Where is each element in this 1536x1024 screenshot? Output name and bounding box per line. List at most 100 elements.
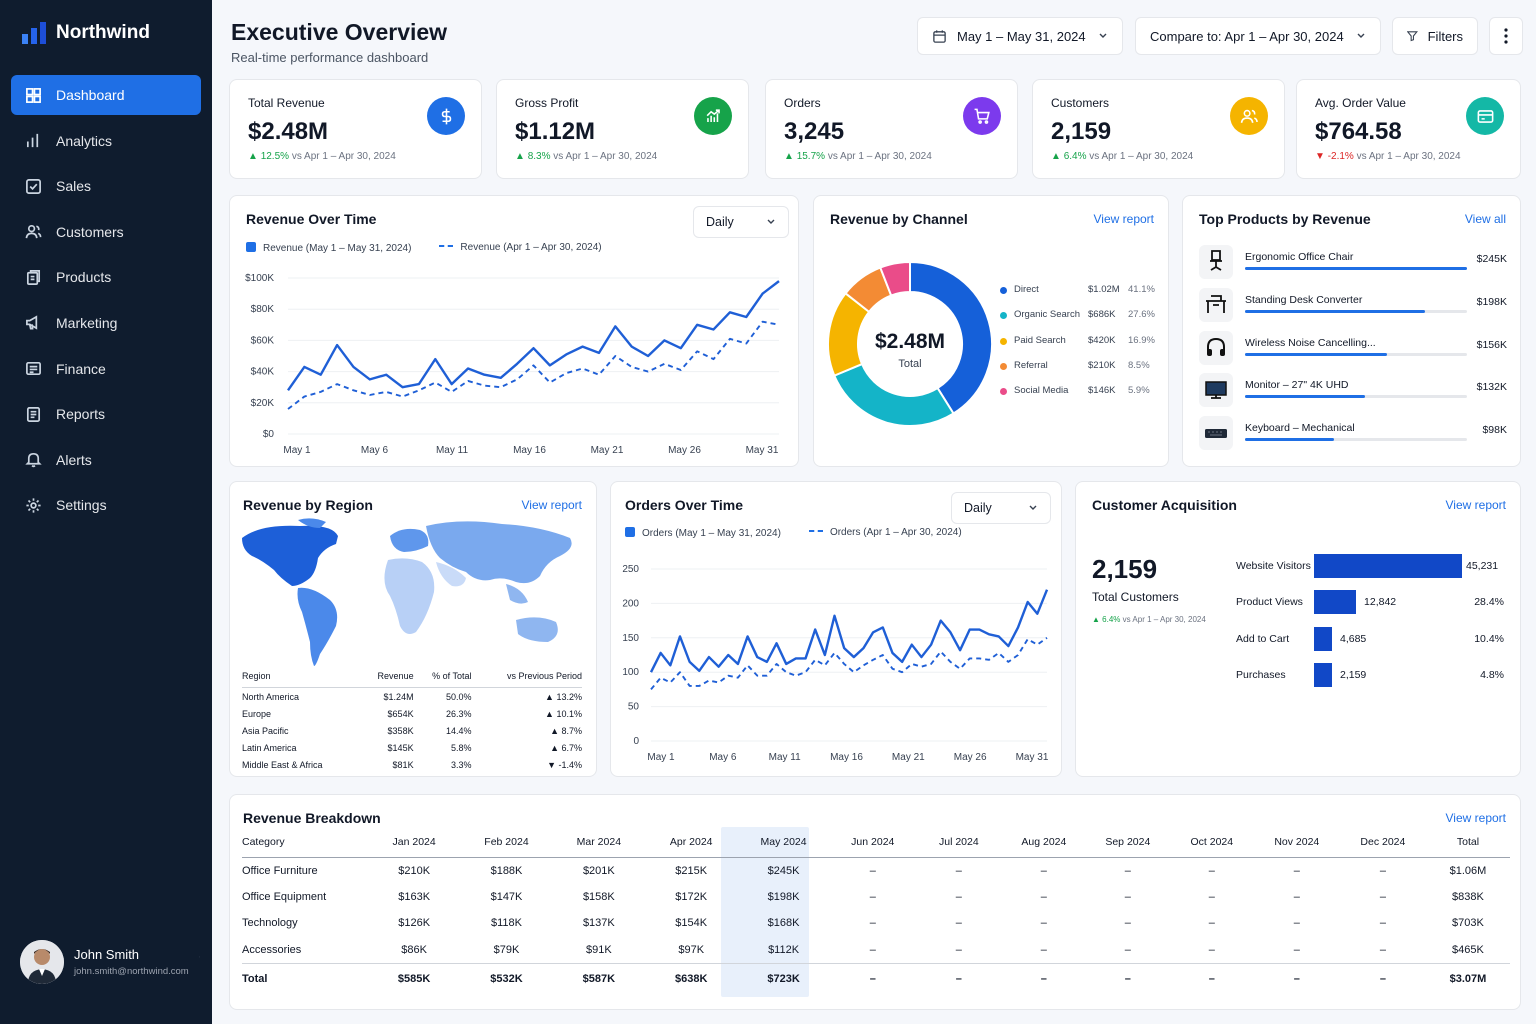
- table-cell: $126K: [398, 917, 431, 930]
- kpi-card-total-revenue[interactable]: Total Revenue $2.48M ▲ 12.5% vs Apr 1 – Ap…: [229, 79, 482, 179]
- legend-dot: [1000, 312, 1007, 320]
- brand[interactable]: Northwind: [22, 22, 150, 44]
- sidebar-item-finance[interactable]: Finance: [11, 349, 201, 389]
- card-title: Revenue by Region: [243, 497, 373, 513]
- kpi-card-orders[interactable]: Orders 3,245 ▲ 15.7% vs Apr 1 – Apr 30, 20…: [765, 79, 1018, 179]
- column-header[interactable]: Jul 2024: [915, 827, 1002, 858]
- sidebar-item-reports[interactable]: Reports: [11, 394, 201, 434]
- table-cell: $188K: [490, 864, 523, 877]
- column-header[interactable]: Category: [242, 827, 368, 858]
- funnel-row[interactable]: Purchases 2,159 4.8%: [1236, 662, 1504, 687]
- x-tick-label: May 6: [709, 752, 737, 763]
- view-report-link[interactable]: View report: [1445, 498, 1506, 512]
- top-product-row[interactable]: Standing Desk Converter $198K: [1199, 287, 1507, 324]
- arrow-up-icon: ▲: [550, 743, 562, 753]
- channel-name: Organic Search: [1014, 309, 1081, 321]
- sidebar-item-products[interactable]: Products: [11, 257, 201, 297]
- table-row[interactable]: Technology $126K $118K $137K $154K $168K – – – – –…: [242, 910, 1510, 937]
- user-menu[interactable]: John Smith john.smith@northwind.com: [20, 940, 200, 984]
- compare-picker[interactable]: Compare to: Apr 1 – Apr 30, 2024: [1135, 17, 1381, 55]
- app-name: Northwind: [56, 22, 150, 43]
- kpi-card-customers[interactable]: Customers 2,159 ▲ 6.4% vs Apr 1 – Apr 30, …: [1032, 79, 1285, 179]
- compare-label: Compare to: Apr 1 – Apr 30, 2024: [1150, 28, 1344, 44]
- legend-current[interactable]: Orders (May 1 – May 31, 2024): [625, 527, 781, 539]
- channel-legend-row[interactable]: Direct $1.02M 41.1%: [1000, 284, 1160, 298]
- granularity-value: Daily: [964, 501, 992, 515]
- donut-slice-social-media[interactable]: [878, 260, 911, 297]
- kpi-card-avg-order-value[interactable]: Avg. Order Value $764.58 ▼ -2.1% vs Apr 1 …: [1296, 79, 1521, 179]
- sidebar-item-alerts[interactable]: Alerts: [11, 440, 201, 480]
- region-name: Latin America: [242, 743, 297, 753]
- table-row[interactable]: Europe $654K 26.3% ▲ 10.1%: [242, 705, 582, 722]
- revenue-line-chart: $0 $20K $40K $60K $80K $100K May 1 May 6 May 11 M…: [245, 273, 780, 456]
- table-row[interactable]: Office Equipment $163K $147K $158K $172K $198…: [242, 884, 1510, 911]
- table-row[interactable]: Middle East & Africa $81K 3.3% ▼ -1.4%: [242, 756, 582, 773]
- legend-previous[interactable]: Revenue (Apr 1 – Apr 30, 2024): [439, 242, 602, 254]
- donut-slice-organic-search[interactable]: [833, 362, 955, 427]
- top-product-row[interactable]: Wireless Noise Cancelling... $156K: [1199, 330, 1507, 367]
- table-row[interactable]: Latin America $145K 5.8% ▲ 6.7%: [242, 739, 582, 756]
- sidebar-item-analytics[interactable]: Analytics: [11, 121, 201, 161]
- column-header[interactable]: Sep 2024: [1085, 827, 1170, 858]
- channel-legend-row[interactable]: Paid Search $420K 16.9%: [1000, 335, 1160, 349]
- granularity-select[interactable]: Daily: [693, 206, 789, 238]
- view-report-link[interactable]: View report: [521, 498, 582, 512]
- nav-menu: Dashboard Analytics Sales Customers Products…: [11, 75, 201, 531]
- chevron-down-icon[interactable]: [198, 952, 200, 962]
- channel-legend-row[interactable]: Referral $210K 8.5%: [1000, 360, 1160, 374]
- sidebar-item-marketing[interactable]: Marketing: [11, 303, 201, 343]
- funnel-row[interactable]: Product Views 12,842 28.4%: [1236, 590, 1504, 615]
- top-product-row[interactable]: Keyboard – Mechanical $98K: [1199, 416, 1507, 452]
- column-header[interactable]: Nov 2024: [1253, 827, 1340, 858]
- top-product-row[interactable]: Monitor – 27" 4K UHD $132K: [1199, 373, 1507, 409]
- channel-legend-row[interactable]: Organic Search $686K 27.6%: [1000, 309, 1160, 323]
- product-revenue: $198K: [1476, 295, 1507, 308]
- table-row[interactable]: Asia Pacific $358K 14.4% ▲ 8.7%: [242, 722, 582, 739]
- table-row[interactable]: North America $1.24M 50.0% ▲ 13.2%: [242, 688, 582, 706]
- column-header[interactable]: Jun 2024: [829, 827, 916, 858]
- column-header[interactable]: Oct 2024: [1169, 827, 1254, 858]
- channel-name: Direct: [1014, 284, 1039, 295]
- kpi-card-gross-profit[interactable]: Gross Profit $1.12M ▲ 8.3% vs Apr 1 – Apr …: [496, 79, 749, 179]
- total-cell: –: [915, 962, 1002, 994]
- channel-legend-row[interactable]: Social Media $146K 5.9%: [1000, 385, 1160, 399]
- view-all-link[interactable]: View all: [1464, 212, 1506, 226]
- column-header[interactable]: Mar 2024: [552, 827, 646, 858]
- more-options-button[interactable]: [1489, 17, 1523, 55]
- column-header[interactable]: Total: [1425, 827, 1510, 858]
- granularity-select[interactable]: Daily: [951, 492, 1051, 524]
- view-report-link[interactable]: View report: [1445, 811, 1506, 825]
- view-report-link[interactable]: View report: [1093, 212, 1154, 226]
- column-header[interactable]: Dec 2024: [1339, 827, 1426, 858]
- sidebar-item-sales[interactable]: Sales: [11, 166, 201, 206]
- sidebar-item-label: Analytics: [56, 132, 113, 149]
- sidebar-item-settings[interactable]: Settings: [11, 485, 201, 525]
- sidebar-item-customers[interactable]: Customers: [11, 212, 201, 252]
- table-cell: –: [1124, 864, 1131, 877]
- table-row[interactable]: Accessories $86K $79K $91K $97K $112K – – – – – – – $…: [242, 937, 1510, 964]
- region-name: Middle East & Africa: [242, 760, 323, 770]
- column-header[interactable]: Apr 2024: [645, 827, 738, 858]
- table-cell: $97K: [678, 943, 705, 956]
- column-header[interactable]: Feb 2024: [460, 827, 553, 858]
- desk-icon: [1199, 287, 1233, 322]
- column-header[interactable]: Aug 2024: [1001, 827, 1086, 858]
- sidebar-item-dashboard[interactable]: Dashboard: [11, 75, 201, 115]
- column-header[interactable]: Jan 2024: [367, 827, 461, 858]
- top-product-row[interactable]: Ergonomic Office Chair $245K: [1199, 245, 1507, 281]
- legend-current[interactable]: Revenue (May 1 – May 31, 2024): [246, 242, 411, 254]
- date-range-picker[interactable]: May 1 – May 31, 2024: [917, 17, 1123, 55]
- x-tick-label: May 11: [769, 752, 801, 763]
- column-header[interactable]: May 2024: [737, 827, 830, 858]
- funnel-row[interactable]: Add to Cart 4,685 10.4%: [1236, 626, 1504, 651]
- granularity-value: Daily: [706, 215, 734, 229]
- legend-previous[interactable]: Orders (Apr 1 – Apr 30, 2024): [808, 527, 962, 539]
- donut-slice-direct[interactable]: [909, 260, 993, 415]
- funnel-row[interactable]: Website Visitors 45,231: [1236, 554, 1504, 578]
- table-cell: –: [1379, 917, 1386, 930]
- table-row[interactable]: Office Furniture $210K $188K $201K $215K $245…: [242, 857, 1510, 884]
- table-cell: $158K: [582, 890, 615, 903]
- table-cell: $198K: [767, 890, 800, 903]
- filters-button[interactable]: Filters: [1392, 17, 1478, 55]
- kpi-label: Orders: [784, 96, 821, 110]
